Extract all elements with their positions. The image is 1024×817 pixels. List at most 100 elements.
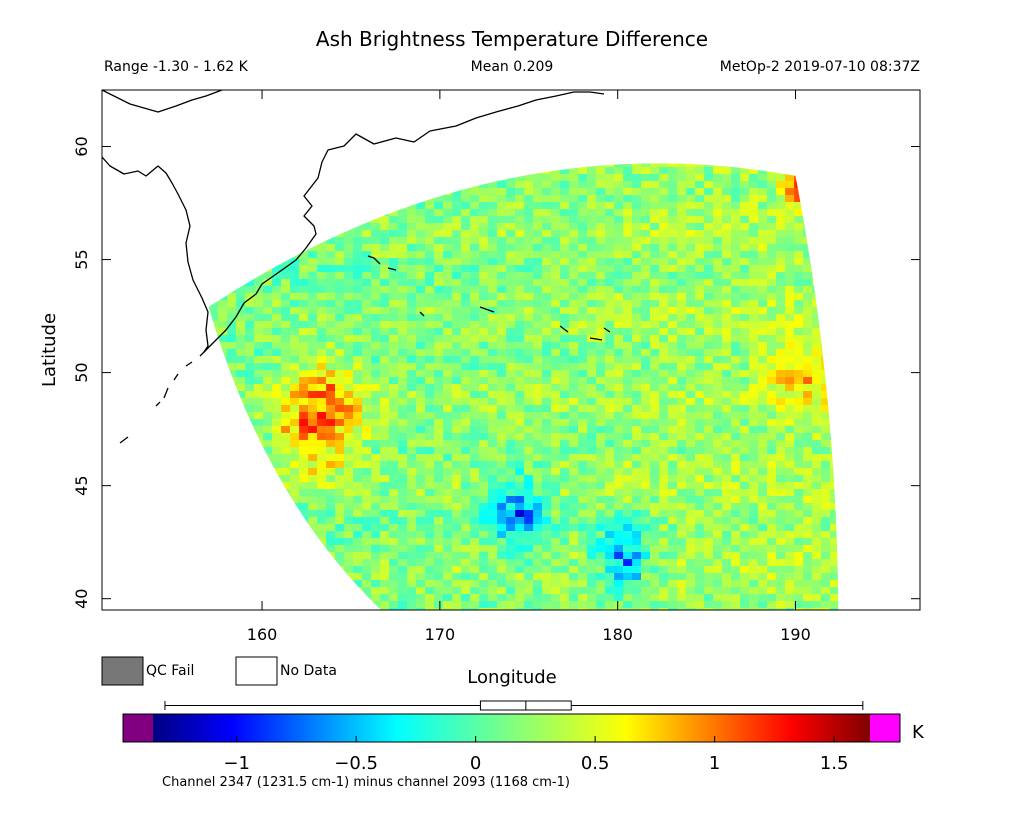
swath-cell — [533, 384, 543, 391]
swath-cell — [208, 482, 219, 489]
swath-cell — [605, 447, 615, 454]
swath-cell — [839, 419, 848, 426]
swath-cell — [173, 349, 191, 356]
swath-cell — [208, 468, 210, 475]
swath-cell — [362, 503, 372, 510]
swath-cell — [515, 244, 525, 251]
swath-cell — [785, 230, 795, 237]
swath-cell — [587, 174, 597, 181]
swath-cell — [704, 90, 722, 97]
swath-cell — [245, 489, 255, 496]
swath-cell — [208, 272, 210, 279]
swath-cell — [632, 426, 642, 433]
swath-cell — [290, 104, 299, 111]
swath-cell — [425, 146, 434, 153]
swath-cell — [794, 489, 804, 496]
swath-cell — [254, 111, 272, 118]
swath-cell — [740, 496, 750, 503]
swath-cell — [569, 349, 579, 356]
swath-cell — [245, 454, 264, 461]
swath-cell — [479, 118, 488, 125]
swath-cell — [272, 111, 290, 118]
swath-cell — [506, 398, 516, 405]
swath-cell — [461, 349, 471, 356]
swath-cell — [839, 363, 848, 370]
swath-cell — [578, 132, 596, 139]
swath-cell — [767, 125, 785, 132]
swath-cell — [380, 188, 399, 195]
swath-cell — [272, 517, 282, 524]
swath-cell — [398, 163, 408, 167]
swath-cell — [254, 447, 264, 454]
swath-cell — [623, 104, 641, 111]
swath-cell — [208, 188, 210, 195]
swath-cell — [218, 265, 228, 272]
swath-cell — [776, 377, 786, 384]
swath-cell — [758, 118, 767, 125]
swath-cell — [434, 433, 444, 440]
swath-cell — [290, 489, 300, 496]
swath-cell — [281, 286, 291, 293]
swath-cell — [713, 104, 722, 111]
swath-cell — [749, 251, 759, 258]
swath-cell — [605, 370, 615, 377]
swath-cell — [208, 174, 210, 181]
swath-cell — [326, 272, 336, 279]
swath-cell — [596, 426, 606, 433]
swath-cell — [614, 335, 624, 342]
swath-cell — [200, 118, 209, 125]
swath-cell — [281, 174, 291, 181]
swath-cell — [830, 468, 839, 475]
swath-cell — [227, 174, 237, 181]
swath-cell — [272, 307, 282, 314]
swath-cell — [722, 90, 740, 97]
swath-cell — [308, 125, 317, 132]
swath-cell — [362, 251, 372, 258]
swath-cell — [623, 153, 641, 160]
swath-cell — [272, 496, 282, 503]
swath-cell — [254, 132, 263, 139]
swath-cell — [452, 398, 462, 405]
swath-cell — [803, 188, 813, 195]
swath-cell — [821, 314, 831, 321]
swath-cell — [812, 209, 831, 216]
swath-cell — [470, 209, 480, 216]
swath-cell — [524, 468, 534, 475]
swath-cell — [425, 251, 435, 258]
swath-cell — [776, 335, 786, 342]
swath-cell — [578, 300, 588, 307]
swath-cell — [785, 363, 795, 370]
swath-cell — [281, 524, 291, 531]
swath-cell — [614, 510, 624, 517]
swath-cell — [668, 286, 678, 293]
swath-cell — [542, 524, 552, 531]
swath-cell — [524, 90, 542, 97]
swath-cell — [704, 125, 722, 132]
swath-cell — [740, 244, 750, 251]
swath-cell — [794, 174, 813, 181]
swath-cell — [803, 139, 821, 146]
swath-cell — [236, 524, 255, 531]
swath-cell — [209, 510, 219, 517]
swath-cell — [389, 146, 398, 153]
swath-cell — [254, 517, 264, 524]
swath-cell — [857, 181, 875, 188]
swath-cell — [182, 216, 191, 223]
swath-cell — [641, 405, 651, 412]
swath-cell — [794, 496, 804, 503]
swath-cell — [208, 258, 210, 265]
swath-cell — [776, 104, 785, 111]
swath-cell — [830, 111, 848, 118]
swath-cell — [857, 146, 875, 153]
swath-cell — [704, 300, 714, 307]
swath-cell — [227, 272, 246, 279]
swath-cell — [497, 489, 516, 496]
swath-cell — [785, 321, 795, 328]
swath-cell — [398, 461, 408, 468]
swath-cell — [542, 118, 551, 125]
swath-cell — [758, 314, 768, 321]
swath-cell — [776, 244, 786, 251]
swath-cell — [785, 223, 795, 230]
swath-cell — [794, 510, 804, 517]
swath-cell — [785, 97, 794, 104]
